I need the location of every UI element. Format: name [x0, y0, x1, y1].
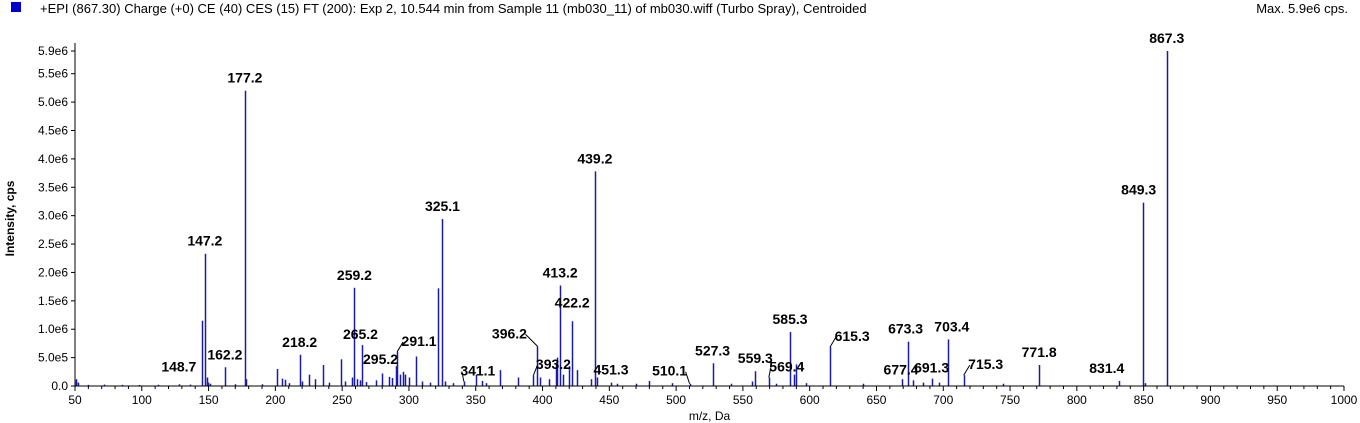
peak-label: 147.2: [187, 233, 222, 249]
y-tick-label: 5.5e6: [38, 67, 68, 81]
peak-label: 218.2: [282, 334, 317, 350]
peak-label: 148.7: [161, 358, 196, 374]
spectrum-title: +EPI (867.30) Charge (+0) CE (40) CES (1…: [40, 1, 867, 16]
peak-label: 569.4: [769, 358, 804, 374]
x-tick-label: 550: [733, 393, 753, 407]
legend-swatch: [11, 2, 21, 12]
peak-label: 451.3: [594, 362, 629, 378]
y-tick-label: 3.5e6: [38, 180, 68, 194]
y-tick-label: 2.0e6: [38, 265, 68, 279]
peak-label: 325.1: [425, 198, 460, 214]
x-tick-label: 700: [933, 393, 953, 407]
x-tick-label: 1000: [1331, 393, 1358, 407]
y-axis-title: Intensity, cps: [3, 180, 17, 256]
peak-label-leader: [829, 336, 837, 348]
y-tick-label: 3.0e6: [38, 209, 68, 223]
peak-label: 439.2: [577, 150, 612, 166]
peak-label: 291.1: [402, 333, 437, 349]
x-tick-label: 500: [666, 393, 686, 407]
peak-label: 677.4: [884, 361, 919, 377]
x-tick-label: 100: [132, 393, 152, 407]
peak-label: 691.3: [914, 360, 949, 376]
peak-label: 393.2: [536, 356, 571, 372]
peak-label-leader: [768, 367, 772, 378]
x-tick-label: 300: [399, 393, 419, 407]
x-tick-label: 450: [599, 393, 619, 407]
peak-label: 867.3: [1149, 30, 1184, 46]
peak-label: 295.2: [363, 351, 398, 367]
peak-label: 585.3: [773, 311, 808, 327]
peak-labels: 867.3 177.2 439.2 849.3 325.1 147.2 259.2 413.2…: [161, 30, 1184, 384]
y-tick-label: 4.5e6: [38, 123, 68, 137]
peak-label-leader: [963, 364, 971, 376]
x-tick-label: 600: [800, 393, 820, 407]
peak-label: 673.3: [888, 321, 923, 337]
x-tick-label: 50: [68, 393, 82, 407]
peak-label-leader: [685, 371, 691, 384]
y-tick-label: 5.9e6: [38, 44, 68, 58]
peak-label: 771.8: [1022, 344, 1057, 360]
peak-label: 849.3: [1121, 182, 1156, 198]
y-axis-ticks: 0.0 5.0e5 1.0e6 1.5e6 2.0e6 2.5e6 3.0e6 3.5e6 4.…: [38, 44, 75, 393]
peak-label: 422.2: [555, 294, 590, 310]
x-tick-label: 850: [1134, 393, 1154, 407]
peak-label-leader: [461, 371, 465, 382]
x-tick-label: 650: [866, 393, 886, 407]
x-tick-label: 350: [466, 393, 486, 407]
x-tick-label: 750: [1000, 393, 1020, 407]
peak-label: 510.1: [652, 363, 687, 379]
max-intensity-label: Max. 5.9e6 cps.: [1256, 1, 1348, 16]
x-tick-label: 900: [1200, 393, 1220, 407]
spectrum-header: +EPI (867.30) Charge (+0) CE (40) CES (1…: [0, 0, 1360, 18]
peak-label: 259.2: [337, 267, 372, 283]
x-tick-label: 200: [265, 393, 285, 407]
y-tick-label: 2.5e6: [38, 237, 68, 251]
x-tick-label: 800: [1067, 393, 1087, 407]
y-tick-label: 1.0e6: [38, 322, 68, 336]
peak-label: 396.2: [492, 325, 527, 341]
peak-label: 703.4: [934, 318, 969, 334]
peak-label: 831.4: [1089, 360, 1124, 376]
x-tick-label: 150: [199, 393, 219, 407]
x-tick-label: 400: [533, 393, 553, 407]
peak-label: 715.3: [968, 356, 1003, 372]
peak-label: 559.3: [738, 350, 773, 366]
x-axis-title: m/z, Da: [689, 409, 731, 423]
spectrum-peaks: [75, 51, 1169, 386]
y-tick-label: 5.0e6: [38, 95, 68, 109]
y-tick-label: 0.0: [51, 379, 68, 393]
peak-label: 162.2: [207, 346, 242, 362]
y-tick-label: 5.0e5: [38, 351, 68, 365]
peak-label: 615.3: [835, 328, 870, 344]
peak-label-leader: [532, 365, 538, 376]
peak-label-leader: [396, 341, 404, 353]
y-tick-label: 1.5e6: [38, 294, 68, 308]
x-tick-label: 250: [332, 393, 352, 407]
peak-label: 265.2: [343, 326, 378, 342]
peak-label: 341.1: [460, 362, 495, 378]
peak-label: 413.2: [543, 265, 578, 281]
x-axis-ticks: 50 100 150 200 250 300 350 400 450 500 550 600 650 70…: [68, 386, 1358, 407]
x-tick-label: 950: [1267, 393, 1287, 407]
peak-label: 527.3: [695, 342, 730, 358]
y-tick-label: 4.0e6: [38, 152, 68, 166]
peak-label-leader: [525, 333, 538, 347]
peak-label: 177.2: [227, 70, 262, 86]
